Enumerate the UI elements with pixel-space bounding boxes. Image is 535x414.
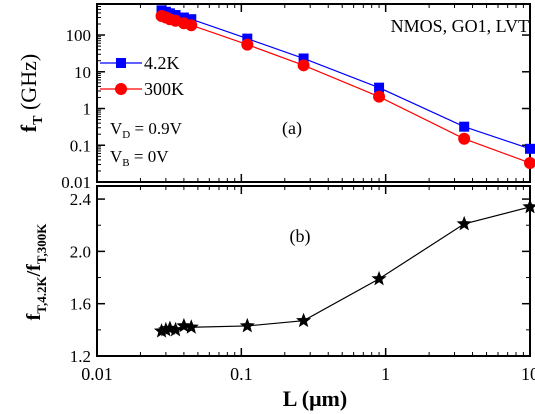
data-point-star	[456, 215, 472, 231]
series-line-ratio	[161, 206, 531, 332]
condition-sub: B	[122, 157, 129, 169]
condition-text: VD = 0.9V	[110, 119, 183, 141]
panel-b-xlabel: L (μm)	[283, 386, 347, 411]
legend-label: 300K	[144, 79, 184, 99]
panel-a-ytick-labels: 0.01 0.1 1 10 100	[61, 26, 91, 192]
panel-a-ytick-label: 10	[74, 63, 91, 82]
panel-b-ytick-label: 1.6	[70, 295, 91, 314]
panel-a-annotation: NMOS, GO1, LVT	[391, 16, 529, 36]
panel-b-series	[153, 198, 535, 338]
panel-b-ytick-label: 1.2	[70, 347, 91, 366]
data-point-star	[522, 198, 535, 214]
panel-a: 0.01 0.1 1 10 100 NMOS, GO1, LVT (a) 4.2K 300…	[16, 3, 535, 192]
panel-a-ytick-label: 100	[66, 26, 92, 45]
panel-a-ytick-label: 0.01	[61, 173, 91, 192]
panel-b-xtick-labels: 0.01 0.1 1 10	[81, 364, 535, 384]
panel-a-ylabel-main: f	[16, 124, 41, 132]
panel-b-xtick-label: 0.01	[81, 364, 113, 384]
data-point-circle	[297, 59, 310, 72]
panel-b-ylabel-main-2: /f	[23, 264, 45, 278]
condition-rest: = 0.9V	[130, 119, 182, 138]
panel-a-ylabel-unit: (GHz)	[16, 54, 41, 110]
data-point-star	[153, 323, 170, 338]
panel-a-ylabel: fT (GHz)	[16, 54, 46, 132]
data-point-star	[183, 319, 199, 334]
panel-a-ytick-label: 1	[83, 100, 92, 119]
data-point-circle	[524, 156, 535, 169]
panel-b-ylabel-sub-2: T,300K	[34, 223, 49, 264]
legend-marker-square	[116, 58, 126, 68]
panel-b-xtick-label: 10	[521, 364, 535, 384]
panel-a-label: (a)	[282, 118, 302, 139]
data-point-square	[459, 121, 470, 132]
panel-b: 1.2 1.6 2.0 2.4 0.01 0.1 1 10 (b) L (μm) fT,4.…	[23, 185, 535, 411]
series-line-300K	[161, 15, 531, 164]
panel-b-ylabel: fT,4.2K/fT,300K	[23, 223, 49, 321]
panel-a-frame	[96, 3, 531, 183]
legend-label: 4.2K	[144, 53, 180, 73]
panel-b-xtick-label: 0.1	[230, 364, 253, 384]
panel-a-ylabel-sub: T	[31, 115, 46, 125]
panel-b-ylabel-sub-1: T,4.2K	[34, 276, 49, 314]
data-point-square	[298, 53, 309, 64]
panel-b-ytick-label: 2.0	[70, 242, 91, 261]
panel-b-ytick-labels: 1.2 1.6 2.0 2.4	[70, 190, 92, 366]
data-point-star	[371, 270, 387, 286]
data-point-star	[176, 317, 192, 333]
condition-rest: = 0V	[130, 147, 170, 166]
condition-sub: D	[122, 129, 130, 141]
legend-marker-circle	[115, 83, 127, 95]
data-point-star	[239, 317, 255, 333]
data-point-circle	[185, 19, 198, 32]
panel-b-ytick-label: 2.4	[70, 190, 92, 209]
panel-b-label: (b)	[290, 226, 311, 247]
data-point-circle	[241, 38, 254, 51]
data-point-square	[186, 14, 197, 25]
panel-b-ylabel-main-1: f	[23, 313, 45, 320]
panel-a-series	[155, 5, 535, 169]
condition-text: VB = 0V	[110, 147, 169, 169]
panel-b-ticks	[96, 186, 531, 357]
data-point-star	[295, 312, 312, 328]
panel-b-xtick-label: 1	[381, 364, 390, 384]
condition-main: V	[110, 119, 123, 138]
data-point-circle	[458, 132, 471, 145]
panel-a-legend: 4.2K 300K	[100, 53, 184, 99]
data-point-star	[158, 321, 174, 337]
panel-b-frame	[96, 185, 531, 357]
data-point-star	[167, 321, 184, 337]
data-point-circle	[373, 90, 386, 103]
data-point-square	[525, 143, 535, 154]
condition-main: V	[110, 147, 123, 166]
data-point-square	[374, 82, 385, 93]
panel-a-ytick-label: 0.1	[70, 136, 91, 155]
